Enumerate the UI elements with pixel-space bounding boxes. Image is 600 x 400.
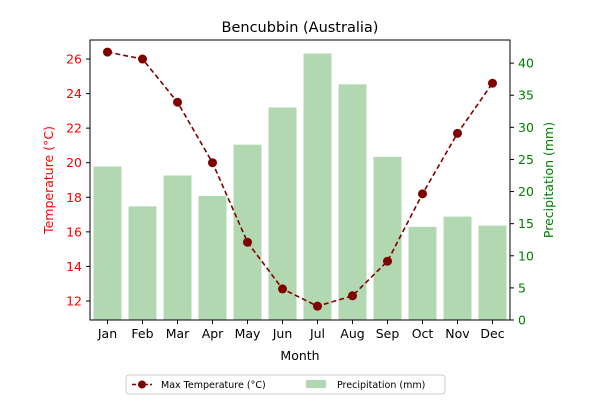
point-jul (313, 301, 322, 311)
y-left-tick-label: 14 (66, 259, 82, 274)
point-oct (418, 189, 427, 199)
y-right-tick-label: 15 (518, 216, 534, 231)
y-right-tick-label: 0 (518, 313, 526, 328)
bar-apr (198, 196, 227, 320)
x-tick-label: Mar (166, 326, 190, 341)
legend-label-temperature: Max Temperature (°C) (161, 380, 266, 391)
y-left-tick-label: 24 (66, 86, 82, 101)
x-axis-label: Month (280, 348, 319, 363)
x-tick-label: Aug (340, 326, 364, 341)
y-left-tick-label: 20 (66, 155, 82, 170)
plot-frame (89, 39, 511, 321)
x-tick-label: Dec (480, 326, 504, 341)
legend-box (125, 374, 446, 395)
y-right-tick-label: 20 (518, 184, 534, 199)
point-jun (278, 284, 287, 294)
x-tick-label: Sep (376, 326, 400, 341)
legend-bar-swatch (306, 380, 326, 388)
point-feb (138, 54, 147, 64)
legend-label-precipitation: Precipitation (mm) (337, 380, 425, 391)
temperature-line (107, 51, 494, 308)
bar-oct (408, 226, 437, 320)
x-tick-label: Feb (131, 326, 153, 341)
point-mar (173, 97, 182, 107)
x-tick-label: Apr (202, 326, 224, 341)
point-jan (103, 47, 112, 57)
bar-jan (93, 166, 122, 320)
y-right-tick-label: 25 (518, 152, 534, 167)
bar-feb (128, 206, 157, 320)
y-left-tick-label: 22 (66, 121, 82, 136)
bar-nov (443, 216, 472, 320)
point-aug (348, 291, 357, 301)
x-tick-label: Nov (445, 326, 470, 341)
y-right-tick-label: 35 (518, 88, 534, 103)
x-axis: Jan Feb Mar Apr May Jun Jul Aug Sep Oct Nov Dec (97, 320, 505, 341)
point-may (243, 237, 252, 247)
y-left-tick-label: 12 (66, 293, 82, 308)
y-axis-right: 0 5 10 15 20 25 30 35 40 (510, 56, 534, 328)
x-tick-label: Jul (309, 326, 325, 341)
chart-title: Bencubbin (Australia) (222, 20, 379, 36)
x-tick-label: Jun (272, 326, 293, 341)
y-right-tick-label: 40 (518, 56, 534, 71)
y-right-tick-label: 5 (518, 280, 526, 295)
bar-sep (373, 156, 402, 320)
bar-mar (163, 175, 192, 320)
y-right-tick-label: 30 (518, 120, 534, 135)
point-dec (488, 78, 497, 88)
bar-aug (338, 84, 367, 321)
precipitation-bars (93, 53, 507, 321)
y-left-tick-label: 26 (66, 52, 82, 67)
y-left-tick-label: 18 (66, 190, 82, 205)
y-axis-right-label: Precipitation (mm) (541, 122, 556, 238)
y-right-tick-label: 10 (518, 248, 534, 263)
y-axis-left-label: Temperature (°C) (41, 126, 56, 235)
x-tick-label: Jan (97, 326, 117, 341)
temperature-line-series (103, 47, 497, 311)
legend-marker-swatch (138, 380, 146, 389)
x-tick-label: Oct (412, 326, 434, 341)
legend: Max Temperature (°C) Precipitation (mm) (125, 374, 446, 395)
point-apr (208, 158, 217, 168)
point-nov (453, 128, 462, 138)
x-tick-label: May (235, 326, 261, 341)
y-axis-left: 12 14 16 18 20 22 24 26 (66, 52, 90, 308)
bar-may (233, 144, 262, 320)
point-sep (383, 256, 392, 266)
y-left-tick-label: 16 (66, 224, 82, 239)
bar-jul (303, 53, 332, 321)
bar-dec (478, 225, 507, 320)
